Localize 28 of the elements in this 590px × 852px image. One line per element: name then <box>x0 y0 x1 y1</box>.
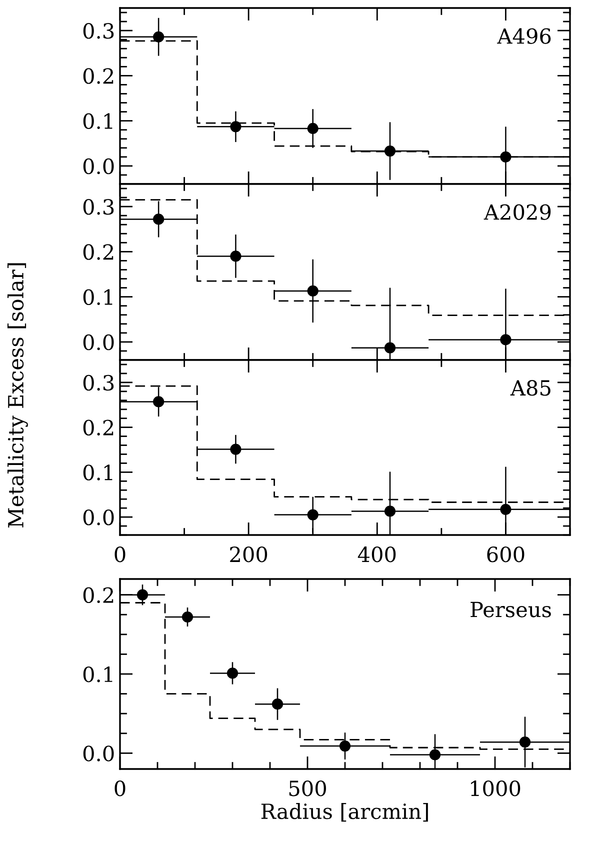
y-tick-label: 0.0 <box>83 334 114 350</box>
y-tick-label: 0.0 <box>83 158 114 174</box>
y-tick-label: 0.2 <box>83 587 114 604</box>
annotation: A2029 <box>484 204 551 220</box>
x-axis-title: Radius [arcmin] <box>261 803 428 822</box>
y-tick-label: 0.1 <box>83 113 112 130</box>
x-tick-label: 500 <box>289 780 326 796</box>
x-tick-label: 600 <box>487 546 524 562</box>
y-tick-label: 0.1 <box>83 464 112 480</box>
y-tick-label: 0.2 <box>83 244 114 260</box>
x-tick-label: 0 <box>114 780 126 796</box>
annotation: Perseus <box>470 602 551 618</box>
y-axis-title: Metallicity Excess [solar] <box>7 263 28 528</box>
y-tick-label: 0.3 <box>83 199 114 215</box>
x-tick-label: 200 <box>230 546 268 562</box>
y-tick-label: 0.1 <box>83 666 112 682</box>
annotation: A85 <box>510 380 550 396</box>
x-tick-label: 400 <box>358 546 396 562</box>
y-tick-label: 0.0 <box>83 510 114 526</box>
y-tick-label: 0.2 <box>83 68 114 84</box>
y-tick-label: 0.2 <box>83 420 114 436</box>
x-tick-label: 1000 <box>471 780 520 796</box>
y-tick-label: 0.3 <box>83 23 114 39</box>
y-tick-label: 0.3 <box>83 374 114 391</box>
y-tick-label: 0.0 <box>83 746 114 762</box>
annotation: A496 <box>497 28 551 44</box>
x-tick-label: 0 <box>114 546 126 562</box>
y-tick-label: 0.1 <box>83 289 112 306</box>
